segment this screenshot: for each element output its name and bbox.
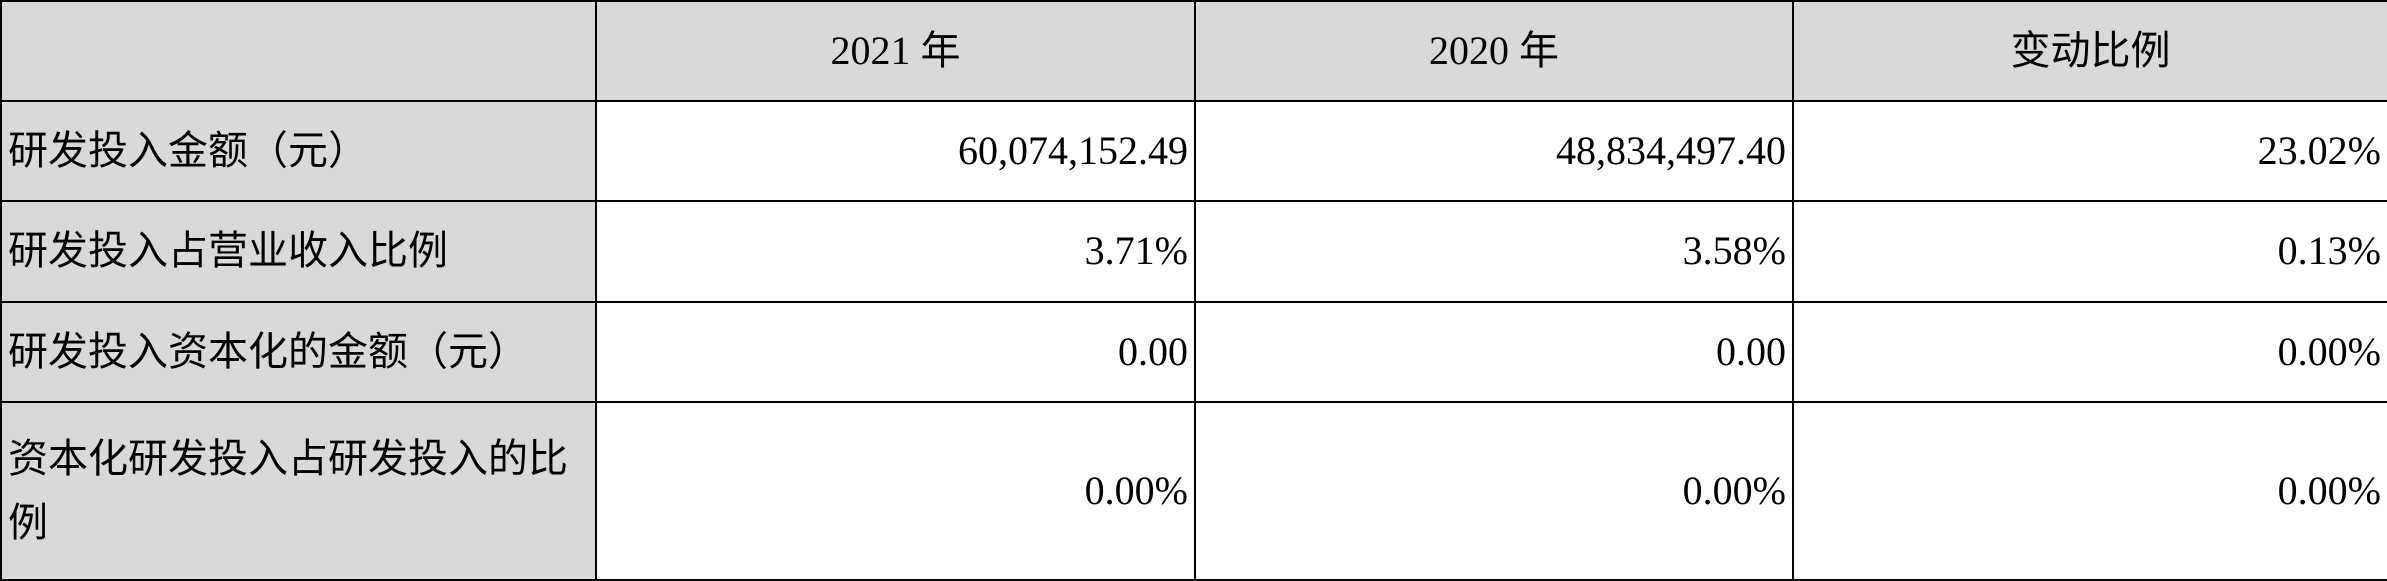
- row-label: 研发投入金额（元）: [0, 100, 597, 203]
- row-label: 研发投入资本化的金额（元）: [0, 300, 597, 403]
- header-2021: 2021 年: [595, 0, 1196, 103]
- row-label: 研发投入占营业收入比例: [0, 200, 597, 303]
- cell-change: 23.02%: [1792, 100, 2387, 203]
- cell-2020: 0.00%: [1194, 400, 1794, 581]
- cell-2021: 60,074,152.49: [595, 100, 1196, 203]
- cell-2021: 0.00: [595, 300, 1196, 403]
- cell-change: 0.13%: [1792, 200, 2387, 303]
- cell-2020: 48,834,497.40: [1194, 100, 1794, 203]
- cell-2020: 0.00: [1194, 300, 1794, 403]
- table-row: 研发投入资本化的金额（元） 0.00 0.00 0.00%: [0, 300, 2387, 403]
- header-empty: [0, 0, 597, 103]
- cell-change: 0.00%: [1792, 300, 2387, 403]
- table-row: 资本化研发投入占研发投入的比例 0.00% 0.00% 0.00%: [0, 400, 2387, 581]
- header-2020: 2020 年: [1194, 0, 1794, 103]
- header-change: 变动比例: [1792, 0, 2387, 103]
- cell-change: 0.00%: [1792, 400, 2387, 581]
- cell-2021: 0.00%: [595, 400, 1196, 581]
- row-label: 资本化研发投入占研发投入的比例: [0, 400, 597, 581]
- cell-2020: 3.58%: [1194, 200, 1794, 303]
- table-row: 研发投入金额（元） 60,074,152.49 48,834,497.40 23…: [0, 100, 2387, 203]
- cell-2021: 3.71%: [595, 200, 1196, 303]
- header-row: 2021 年 2020 年 变动比例: [0, 0, 2387, 103]
- table-row: 研发投入占营业收入比例 3.71% 3.58% 0.13%: [0, 200, 2387, 303]
